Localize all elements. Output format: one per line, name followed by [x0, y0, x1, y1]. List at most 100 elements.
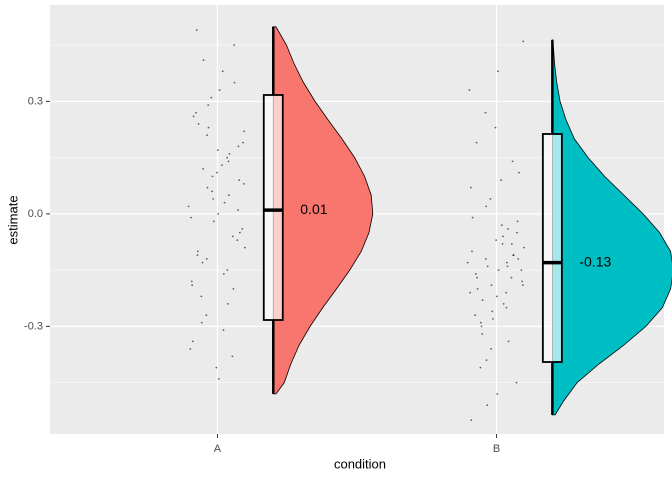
x-tick-label: A	[214, 443, 222, 455]
data-point	[510, 242, 513, 245]
data-point	[206, 134, 208, 137]
data-point	[212, 197, 215, 200]
data-point	[226, 156, 228, 159]
data-point	[523, 246, 525, 249]
data-point	[495, 239, 498, 242]
data-point	[497, 70, 499, 73]
data-point	[233, 44, 236, 47]
data-point	[491, 310, 494, 313]
data-point	[228, 152, 231, 155]
data-point	[469, 291, 472, 294]
data-point	[500, 179, 503, 182]
data-point	[501, 242, 504, 245]
data-point	[196, 250, 199, 253]
median-label: -0.13	[579, 253, 611, 269]
data-point	[200, 321, 203, 324]
data-point	[497, 269, 500, 272]
data-point	[236, 239, 239, 242]
data-point	[192, 115, 195, 118]
data-point	[466, 261, 469, 264]
data-point	[207, 104, 210, 107]
data-point	[243, 246, 246, 249]
data-point	[490, 284, 493, 287]
data-point	[205, 314, 208, 317]
data-point	[238, 231, 241, 234]
data-point	[507, 340, 510, 343]
data-point	[231, 235, 234, 238]
data-point	[226, 302, 229, 305]
data-point	[226, 269, 229, 272]
data-point	[231, 355, 234, 358]
data-point	[495, 295, 498, 298]
data-point	[223, 201, 226, 204]
data-point	[505, 306, 508, 309]
data-point	[479, 321, 482, 324]
data-point	[242, 141, 244, 144]
data-point	[476, 276, 478, 279]
y-tick-label: 0.3	[28, 95, 43, 107]
data-point	[502, 302, 505, 305]
data-point	[479, 366, 482, 369]
data-point	[237, 145, 240, 148]
data-point	[475, 141, 478, 144]
data-point	[221, 164, 223, 167]
data-point	[215, 366, 218, 369]
data-point	[506, 265, 509, 268]
data-point	[517, 257, 520, 260]
data-point	[205, 257, 208, 260]
data-point	[238, 179, 241, 182]
data-point	[191, 340, 194, 343]
data-point	[481, 299, 484, 302]
data-point	[190, 280, 193, 283]
data-point	[207, 126, 210, 129]
data-point	[494, 126, 497, 129]
data-point	[211, 175, 214, 178]
density	[272, 26, 374, 395]
data-point	[484, 257, 487, 260]
data-point	[512, 254, 515, 257]
data-point	[502, 235, 504, 238]
data-point	[187, 205, 190, 208]
data-point	[468, 89, 471, 92]
data-point	[222, 329, 225, 332]
data-point	[521, 284, 524, 287]
data-point	[241, 227, 244, 230]
data-point	[197, 122, 200, 125]
data-point	[202, 167, 205, 170]
data-point	[496, 392, 499, 395]
y-tick-label: -0.3	[24, 320, 43, 332]
y-tick-label: 0.0	[28, 208, 43, 220]
data-point	[195, 29, 198, 32]
data-point	[490, 347, 493, 350]
data-point	[486, 404, 489, 407]
data-point	[489, 197, 492, 200]
data-point	[474, 314, 477, 317]
data-point	[222, 272, 225, 275]
data-point	[218, 89, 221, 92]
data-point	[469, 186, 472, 189]
data-point	[243, 130, 246, 133]
data-point	[196, 254, 199, 257]
data-point	[480, 325, 483, 328]
box	[541, 133, 563, 363]
box	[262, 94, 284, 321]
data-point	[511, 160, 514, 163]
data-point	[227, 194, 230, 197]
data-point	[520, 269, 523, 272]
data-point	[505, 291, 508, 294]
x-tick-label: B	[493, 443, 500, 455]
data-point	[216, 171, 218, 174]
data-point	[486, 265, 489, 268]
data-point	[522, 40, 525, 43]
data-point	[521, 280, 524, 283]
data-point	[492, 317, 494, 320]
data-point	[189, 347, 192, 350]
data-point	[216, 149, 219, 152]
y-axis-label: estimate	[5, 195, 20, 244]
data-point	[227, 160, 230, 163]
data-point	[206, 186, 209, 189]
data-point	[232, 287, 235, 290]
data-point	[505, 261, 508, 264]
data-point	[515, 381, 518, 384]
